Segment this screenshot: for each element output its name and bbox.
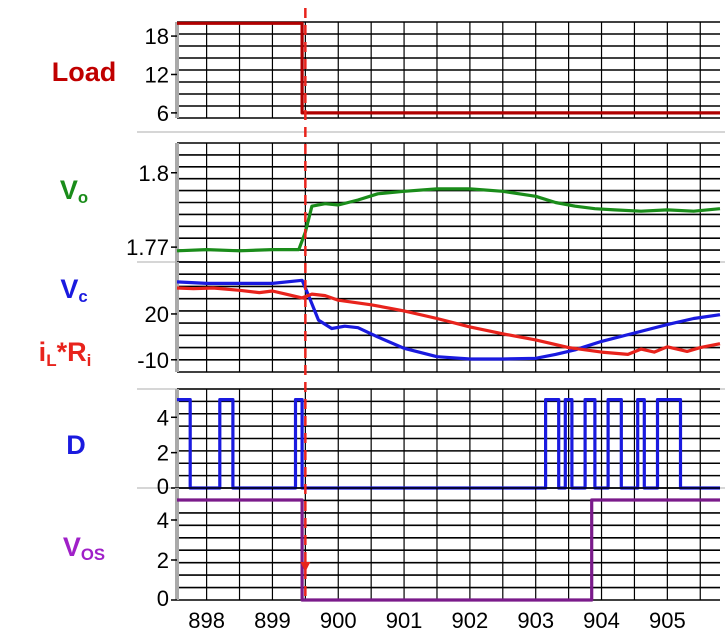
x-tick-label: 904 [583,608,620,633]
panel-label-il-ri: iL*Ri [39,337,92,370]
y-tick-label: 18 [145,24,169,49]
y-tick-label: 0 [157,474,169,499]
x-tick-label: 898 [188,608,225,633]
panel-vo: 1.77 1.8 Vo [60,142,721,263]
y-tick-label: 12 [145,62,169,87]
y-tick-label: 1.77 [126,235,169,260]
x-tick-label: 899 [254,608,291,633]
x-tick-label: 905 [649,608,686,633]
series-line-vos [177,498,720,602]
panel-label-vc: Vc [60,274,87,306]
x-tick-label: 900 [320,608,357,633]
y-tick-label: 6 [157,101,169,126]
y-tick-label: 0 [157,586,169,611]
y-tick-label: 2 [157,441,169,466]
y-tick-label: 4 [157,405,169,430]
panel-vos: 0 2 4 VOS [63,487,720,611]
y-tick-label: 4 [157,508,169,533]
event-marker-arrow [300,562,311,572]
panel-label-d: D [66,430,86,460]
series-line-il-ri [176,286,721,356]
panel-label-load: Load [52,57,117,87]
y-tick-label: 1.8 [138,161,169,186]
series-line-load [177,21,720,115]
series-line-vc [176,278,721,361]
y-tick-label: 2 [157,548,169,573]
series-line-d [177,398,720,490]
y-tick-label: 20 [145,302,169,327]
x-tick-label: 901 [386,608,423,633]
panel-vc: -10 20 Vc iL*Ri [39,261,721,373]
series-line-vo [176,187,721,253]
panel-label-vo: Vo [60,175,88,207]
y-tick-label: -10 [137,348,169,373]
panel-load: 6 12 18 Load [52,21,720,126]
panel-d: 0 2 4 D [66,388,720,499]
x-tick-label: 902 [452,608,489,633]
panel-label-vos: VOS [63,532,105,564]
x-tick-label: 903 [517,608,554,633]
